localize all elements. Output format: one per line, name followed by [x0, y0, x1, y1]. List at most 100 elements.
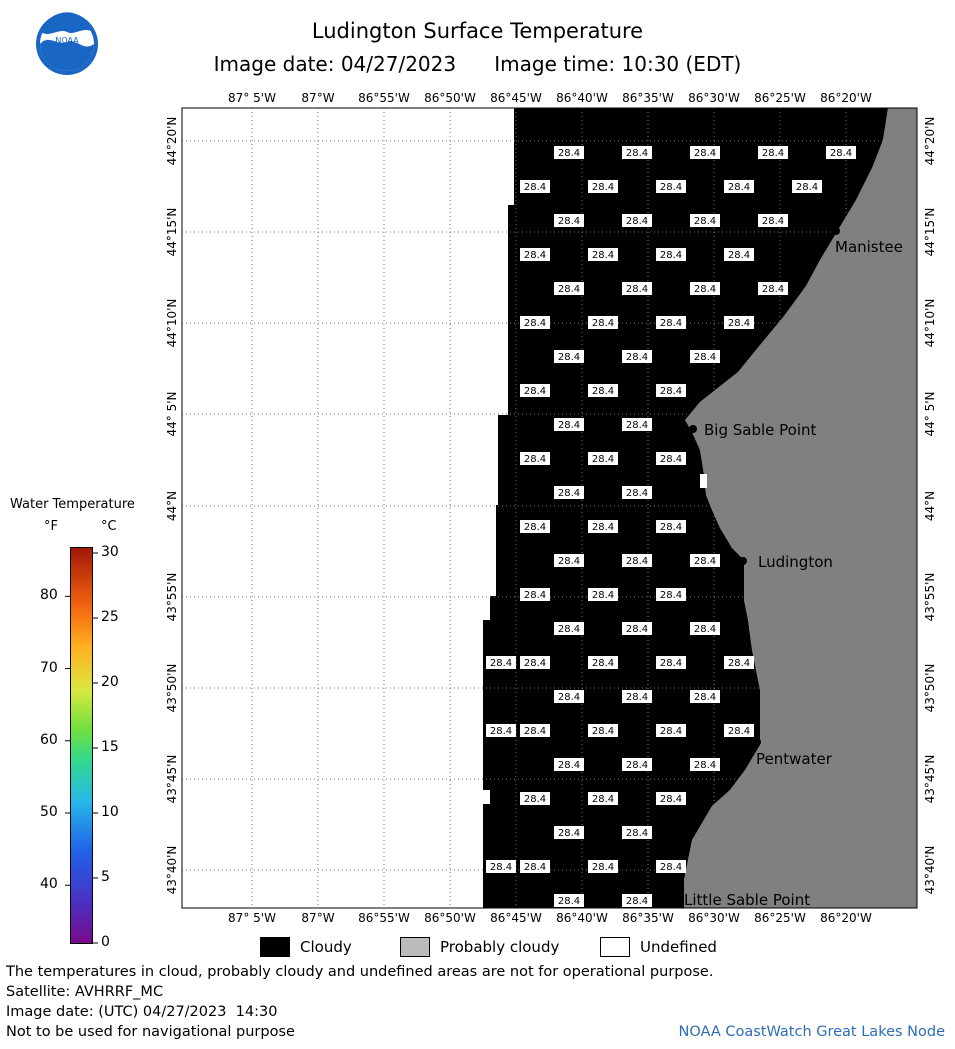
- latitude-label: 43°45'N: [165, 755, 179, 804]
- svg-text:28.4: 28.4: [592, 862, 614, 873]
- celsius-label: 10: [101, 804, 119, 820]
- longitude-label: 86°50'W: [424, 91, 476, 105]
- temperature-label: 28.4: [622, 894, 652, 907]
- temperature-label: 28.4: [690, 690, 720, 703]
- svg-text:28.4: 28.4: [558, 216, 580, 227]
- temperature-label: 28.4: [554, 418, 584, 431]
- svg-text:28.4: 28.4: [524, 318, 546, 329]
- temperature-label: 28.4: [622, 350, 652, 363]
- temperature-label: 28.4: [792, 180, 822, 193]
- colorbar-ticks: [65, 552, 98, 944]
- svg-text:28.4: 28.4: [558, 488, 580, 499]
- longitude-label: 86°55'W: [358, 911, 410, 925]
- noaa-logo: NOAA: [36, 12, 98, 75]
- latitude-label: 43°50'N: [165, 664, 179, 713]
- svg-text:28.4: 28.4: [558, 760, 580, 771]
- temperature-label: 28.4: [656, 656, 686, 669]
- page-title: Ludington Surface Temperature: [311, 19, 644, 43]
- latitude-label: 44° 5'N: [165, 392, 179, 437]
- temperature-label: 28.4: [554, 350, 584, 363]
- celsius-label: 30: [101, 544, 119, 560]
- unit-f: °F: [44, 519, 58, 534]
- fahrenheit-label: 80: [40, 587, 58, 604]
- place-label: Big Sable Point: [704, 421, 817, 439]
- svg-text:28.4: 28.4: [524, 250, 546, 261]
- svg-text:28.4: 28.4: [762, 284, 784, 295]
- svg-text:28.4: 28.4: [660, 318, 682, 329]
- temperature-label: 28.4: [656, 248, 686, 261]
- svg-text:28.4: 28.4: [694, 760, 716, 771]
- svg-text:28.4: 28.4: [762, 148, 784, 159]
- satellite: Satellite: AVHRRF_MC: [6, 984, 164, 1000]
- svg-text:28.4: 28.4: [524, 726, 546, 737]
- temperature-label: 28.4: [724, 248, 754, 261]
- temperature-label: 28.4: [690, 622, 720, 635]
- svg-text:28.4: 28.4: [660, 726, 682, 737]
- temperature-label: 28.4: [520, 588, 550, 601]
- svg-text:28.4: 28.4: [660, 590, 682, 601]
- temperature-label: 28.4: [588, 316, 618, 329]
- temperature-label: 28.4: [554, 826, 584, 839]
- latitude-label: 43°45'N: [923, 755, 937, 804]
- temperature-label: 28.4: [622, 622, 652, 635]
- temperature-label: 28.4: [520, 792, 550, 805]
- svg-text:28.4: 28.4: [626, 624, 648, 635]
- longitude-label: 86°50'W: [424, 911, 476, 925]
- temperature-label: 28.4: [588, 180, 618, 193]
- temperature-label: 28.4: [758, 214, 788, 227]
- temperature-label: 28.4: [554, 894, 584, 907]
- celsius-label: 25: [101, 609, 119, 625]
- graticule: [182, 108, 917, 908]
- place-label: Ludington: [758, 553, 833, 571]
- temperature-label: 28.4: [622, 214, 652, 227]
- temperature-label: 28.4: [622, 282, 652, 295]
- celsius-label: 20: [101, 674, 119, 690]
- svg-text:28.4: 28.4: [524, 590, 546, 601]
- temperature-label: 28.4: [486, 724, 516, 737]
- temperature-label: 28.4: [588, 452, 618, 465]
- svg-text:28.4: 28.4: [592, 726, 614, 737]
- temperature-label: 28.4: [520, 656, 550, 669]
- temperature-label: 28.4: [622, 554, 652, 567]
- svg-text:28.4: 28.4: [592, 182, 614, 193]
- longitude-label: 87°W: [301, 91, 334, 105]
- legend-undefined-label: Undefined: [640, 938, 717, 956]
- axis-labels: 87° 5'W 87° 5'W 87°W 87°W 86°55'W 86°55'W 86°5…: [165, 91, 937, 925]
- temperature-label: 28.4: [656, 860, 686, 873]
- svg-text:28.4: 28.4: [762, 216, 784, 227]
- logo-text: NOAA: [55, 36, 79, 45]
- temperature-label: 28.4: [520, 520, 550, 533]
- place-label: Pentwater: [756, 750, 833, 768]
- place-marker: [689, 425, 697, 433]
- temperature-label: 28.4: [690, 554, 720, 567]
- temperature-label: 28.4: [622, 690, 652, 703]
- temperature-label: 28.4: [622, 758, 652, 771]
- svg-text:28.4: 28.4: [728, 250, 750, 261]
- temperature-label: 28.4: [622, 826, 652, 839]
- temperature-label: 28.4: [520, 724, 550, 737]
- celsius-label: 5: [101, 869, 110, 885]
- latitude-label: 44°10'N: [923, 299, 937, 348]
- temperature-label: 28.4: [758, 282, 788, 295]
- temperature-label: 28.4: [554, 486, 584, 499]
- svg-text:28.4: 28.4: [728, 726, 750, 737]
- place-marker: [832, 227, 840, 235]
- temperature-label: 28.4: [554, 690, 584, 703]
- temperature-label: 28.4: [588, 520, 618, 533]
- image-datetime: Image date: 04/27/2023 Image time: 10:30…: [213, 52, 742, 76]
- svg-text:28.4: 28.4: [626, 216, 648, 227]
- svg-text:28.4: 28.4: [558, 352, 580, 363]
- temperature-label: 28.4: [826, 146, 856, 159]
- svg-text:28.4: 28.4: [660, 794, 682, 805]
- svg-text:28.4: 28.4: [626, 148, 648, 159]
- svg-text:28.4: 28.4: [694, 556, 716, 567]
- svg-text:28.4: 28.4: [626, 420, 648, 431]
- longitude-label: 86°55'W: [358, 91, 410, 105]
- latitude-label: 43°55'N: [165, 573, 179, 622]
- temperature-label: 28.4: [690, 282, 720, 295]
- svg-text:28.4: 28.4: [592, 658, 614, 669]
- temperature-label: 28.4: [690, 146, 720, 159]
- longitude-label: 86°20'W: [820, 911, 872, 925]
- map-frame: [181, 107, 918, 909]
